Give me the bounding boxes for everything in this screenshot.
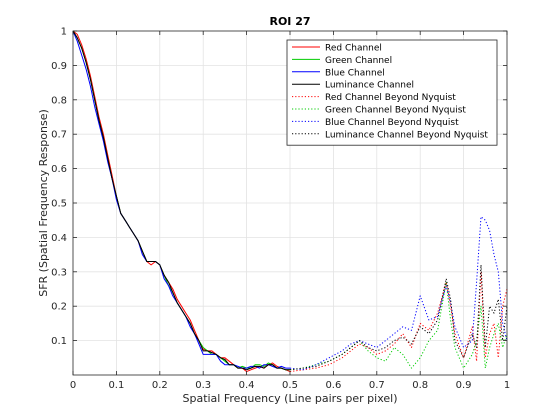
legend-label: Red Channel Beyond Nyquist	[325, 93, 456, 103]
x-tick-label: 0.6	[325, 380, 341, 391]
y-tick-label: 0.5	[51, 199, 67, 210]
x-tick-label: 0.7	[369, 380, 385, 391]
legend-label: Green Channel Beyond Nyquist	[325, 106, 466, 116]
y-tick-label: 0.6	[51, 164, 67, 175]
x-tick-label: 0.8	[412, 380, 428, 391]
y-tick-label: 0.9	[51, 61, 67, 72]
x-tick-label: 1	[504, 380, 510, 391]
series-line-red-channel	[72, 30, 291, 373]
legend-label: Luminance Channel	[325, 81, 414, 91]
legend-box	[286, 39, 498, 146]
x-tick-label: 0.3	[195, 380, 211, 391]
y-tick-label: 0.4	[51, 233, 67, 244]
series-line-luminance-channel	[72, 30, 290, 371]
y-axis-label: SFR (Spatial Frequency Response)	[37, 109, 50, 297]
legend-label: Red Channel	[325, 44, 382, 54]
legend-label: Green Channel	[325, 56, 392, 66]
legend: Red Channel Green Channel Blue Channel Lumi…	[286, 39, 498, 146]
x-tick-label: 0.4	[239, 380, 255, 391]
chart-title: ROI 27	[269, 15, 310, 28]
x-tick-label: 0.9	[456, 380, 472, 391]
y-tick-label: 0.7	[51, 130, 67, 141]
x-tick-label: 0.2	[152, 380, 168, 391]
legend-label: Luminance Channel Beyond Nyquist	[325, 130, 488, 140]
x-tick-label: 0.1	[108, 380, 124, 391]
series-line-blue-channel-beyond-nyquist	[289, 216, 508, 371]
legend-label: Blue Channel	[325, 68, 385, 78]
legend-label: Blue Channel Beyond Nyquist	[325, 118, 459, 128]
axis-ticks: 0 0.1 0.2 0.3 0.4 0.5 0.6 0.7 0.8 0.9 1 0.1 0.2 0.3 0.…	[51, 27, 510, 392]
y-tick-label: 0.2	[51, 302, 67, 313]
y-tick-label: 1	[61, 27, 67, 38]
y-tick-label: 0.1	[51, 336, 67, 347]
series-layer	[72, 30, 508, 373]
y-tick-label: 0.3	[51, 267, 67, 278]
series-line-red-channel-beyond-nyquist	[289, 271, 508, 373]
series-line-luminance-channel-beyond-nyquist	[289, 264, 508, 371]
x-tick-label: 0	[70, 380, 76, 391]
x-tick-label: 0.5	[282, 380, 298, 391]
y-tick-label: 0.8	[51, 95, 67, 106]
x-axis-label: Spatial Frequency (Line pairs per pixel)	[182, 392, 397, 405]
